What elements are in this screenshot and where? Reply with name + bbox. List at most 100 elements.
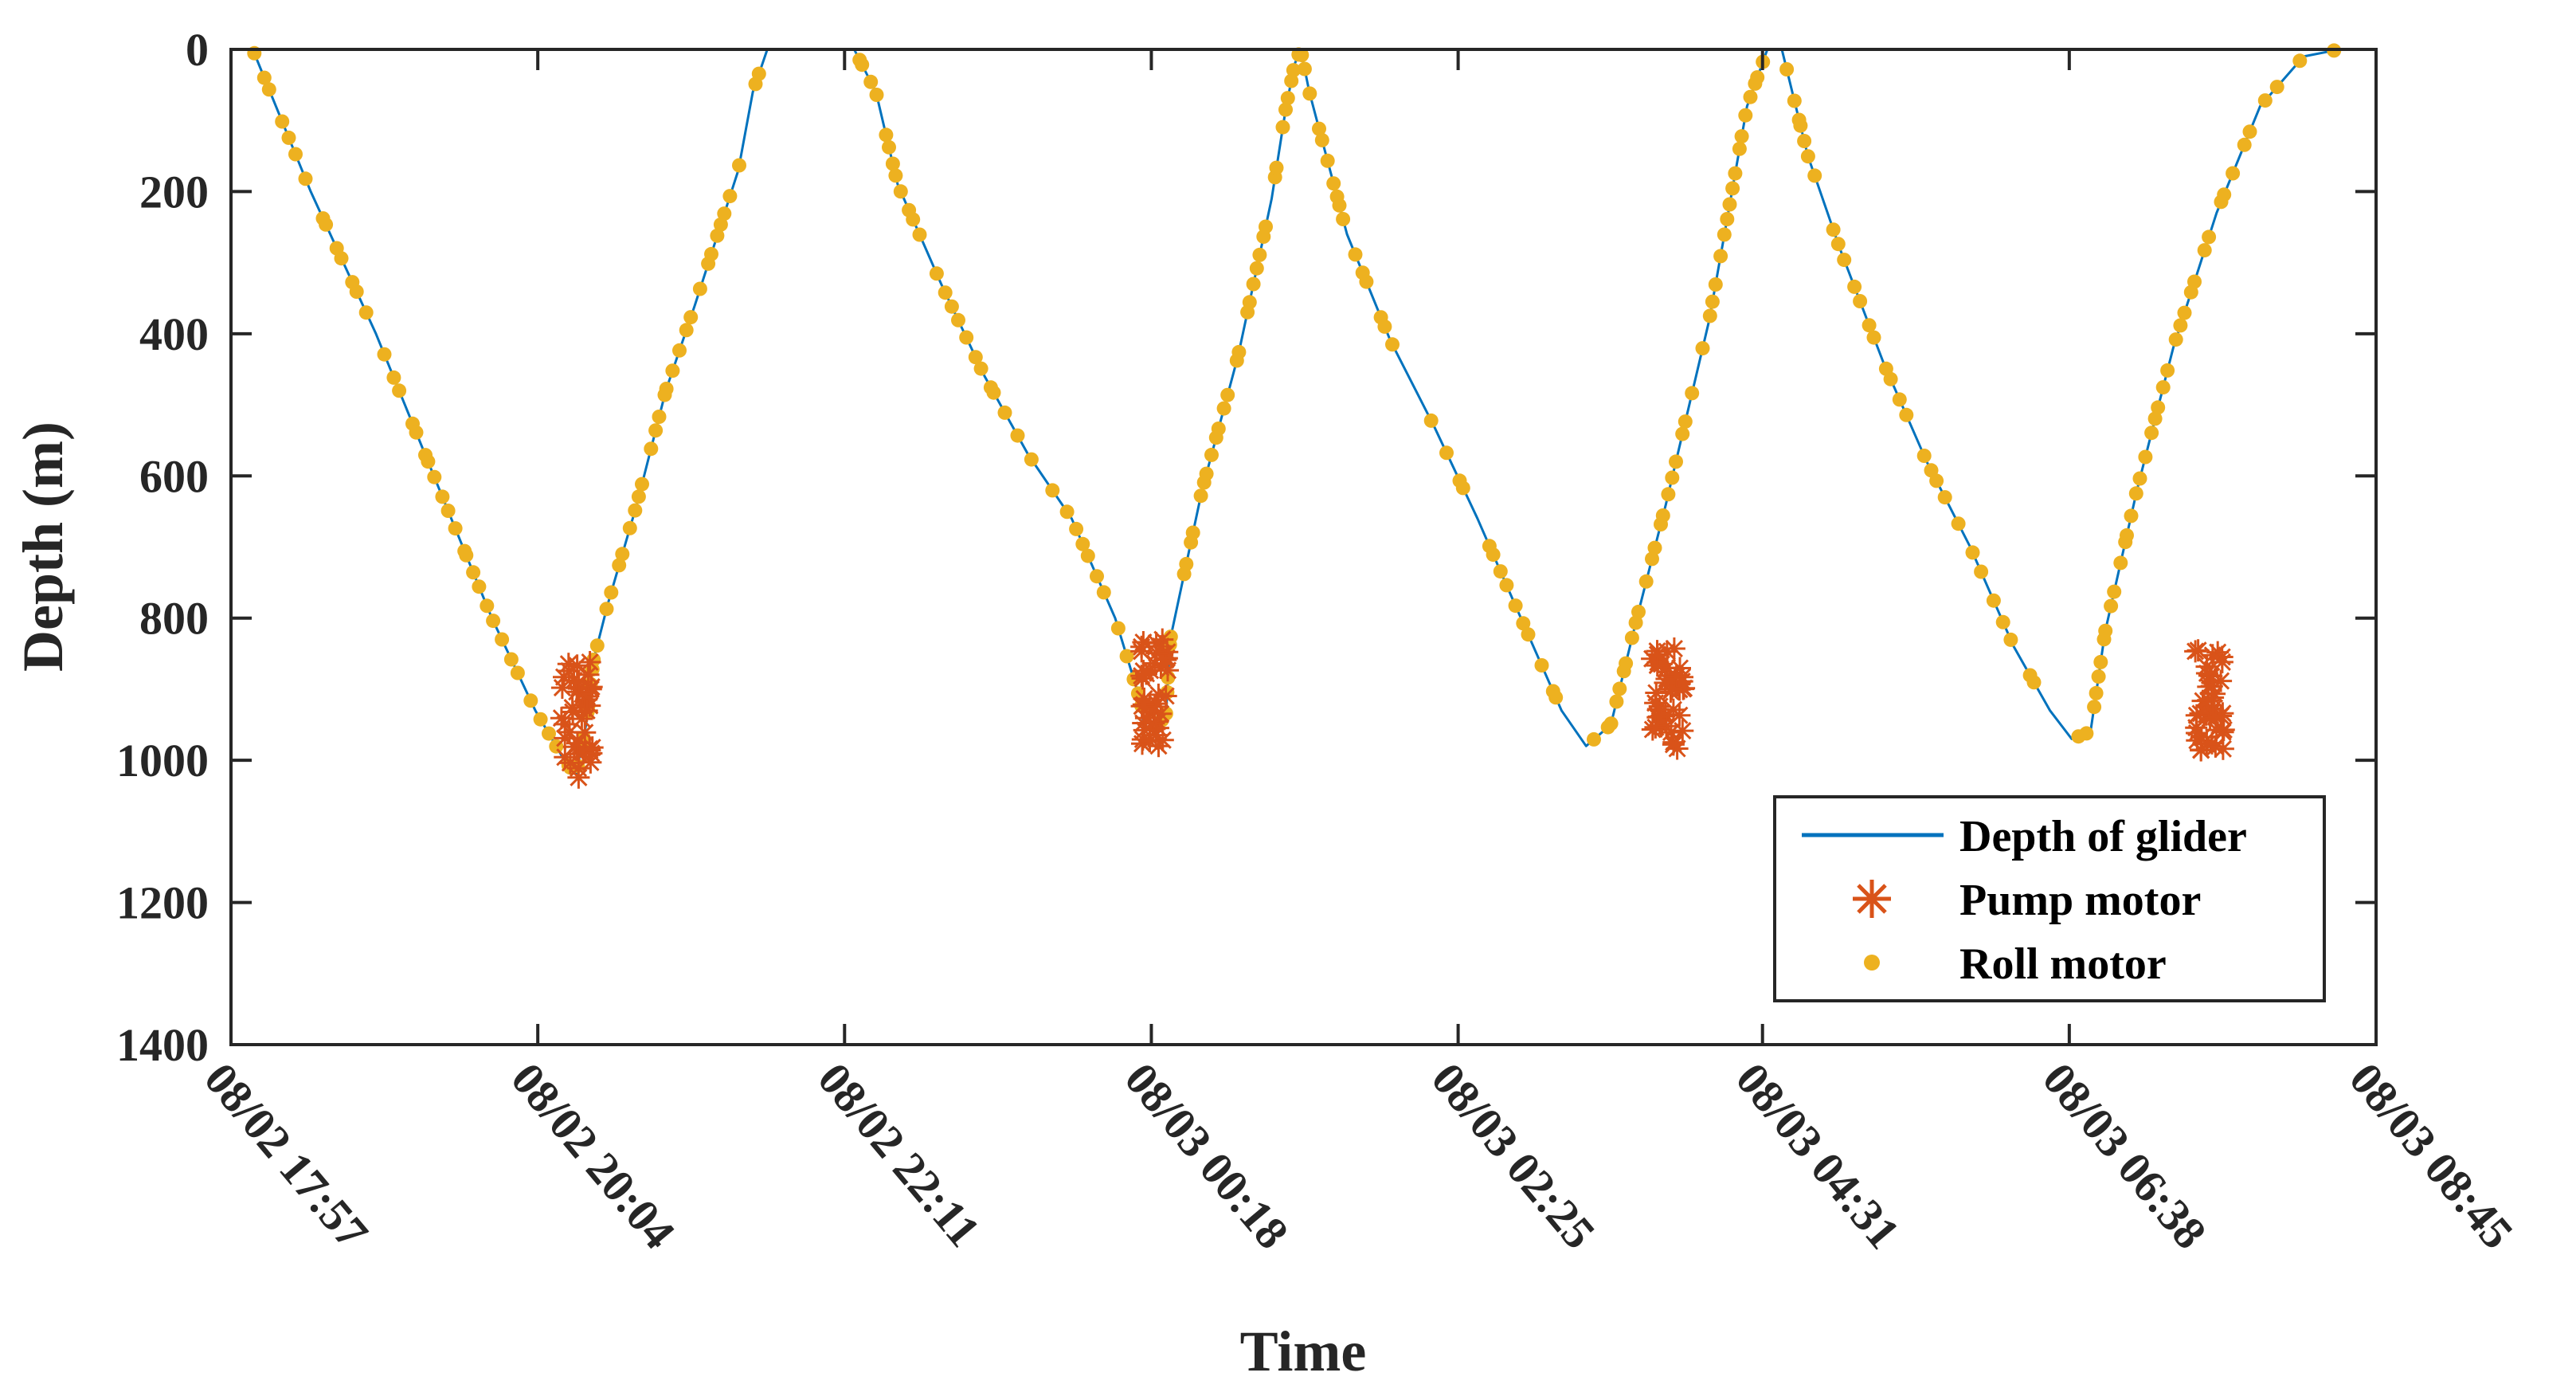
roll-motor-point: [1734, 129, 1749, 144]
pump-motor-point: [1149, 702, 1173, 725]
y-tick-labels: 0 200 400 600 800 1000 1200 1400: [116, 24, 209, 1071]
roll-motor-point: [377, 347, 392, 362]
roll-motor-point: [2104, 598, 2119, 614]
roll-motor-point: [2113, 555, 2128, 571]
series-layer: [231, 43, 2376, 789]
roll-motor-point: [2128, 486, 2143, 501]
roll-motor-point: [906, 212, 921, 227]
pump-motor-point: [1157, 659, 1179, 682]
roll-motor-point: [1090, 569, 1104, 584]
roll-motor-point: [652, 410, 667, 424]
roll-motor-point: [1847, 279, 1862, 294]
roll-motor-point: [1080, 548, 1095, 563]
legend: Depth of glider Pump motor Roll motor: [1773, 795, 2326, 1002]
roll-motor-point: [495, 632, 510, 647]
pump-motor-point: [2186, 639, 2210, 662]
pump-motor-point: [578, 651, 601, 673]
roll-motor-point: [459, 547, 474, 563]
roll-motor-point: [1280, 91, 1295, 106]
roll-motor-point: [1193, 488, 1208, 504]
roll-motor-point: [256, 70, 272, 85]
roll-motor-point: [665, 363, 680, 378]
roll-motor-point: [1713, 249, 1728, 264]
roll-motor-point: [1024, 452, 1039, 467]
roll-motor-point: [1302, 86, 1317, 101]
roll-motor-point: [334, 251, 349, 266]
roll-motor-point: [1216, 401, 1231, 416]
roll-motor-point: [1916, 449, 1932, 463]
roll-motor-point: [1612, 681, 1627, 696]
roll-motor-point: [261, 82, 276, 97]
pump-motor-point: [2185, 704, 2208, 727]
y-tick-label: 600: [139, 450, 209, 502]
roll-motor-point: [1619, 656, 1634, 671]
pump-motor-point: [558, 720, 581, 743]
roll-motor-point: [863, 74, 879, 89]
roll-motor-point: [472, 579, 487, 594]
roll-motor-point: [1455, 480, 1470, 496]
roll-motor-point: [2151, 400, 2166, 415]
roll-motor-point: [2120, 527, 2134, 543]
roll-motor-point: [2124, 508, 2139, 524]
roll-motor-point: [523, 693, 538, 708]
roll-motor-point: [1294, 48, 1310, 63]
roll-motor-point: [2187, 274, 2202, 289]
roll-motor-point: [2091, 669, 2106, 684]
roll-motor-point: [1837, 253, 1852, 268]
pump-motor-point: [1665, 665, 1688, 688]
roll-motor-point: [288, 147, 303, 162]
pump-motor-point: [1132, 631, 1155, 653]
roll-motor-point: [717, 206, 732, 222]
roll-motor-point: [1728, 166, 1743, 181]
roll-motor-point: [1645, 551, 1659, 567]
roll-motor-point: [349, 284, 364, 299]
roll-motor-point: [888, 168, 903, 183]
roll-motor-point: [2292, 53, 2308, 69]
roll-motor-point: [882, 139, 896, 155]
roll-motor-point: [2173, 318, 2188, 333]
roll-motor-point: [1587, 731, 1601, 747]
roll-motor-point: [1275, 120, 1290, 135]
pump-motor-point: [1662, 698, 1685, 721]
roll-motor-point: [1249, 261, 1264, 276]
roll-motor-point: [2107, 584, 2122, 599]
roll-motor-point: [635, 476, 649, 492]
roll-motor-point: [929, 266, 944, 281]
roll-motor-point: [427, 469, 442, 484]
roll-motor-point: [2155, 380, 2171, 395]
roll-motor-point: [1286, 63, 1301, 78]
roll-motor-point: [1929, 473, 1944, 488]
roll-motor-point: [448, 521, 463, 536]
roll-motor-point: [722, 189, 738, 204]
pump-motor-point: [1135, 662, 1157, 685]
roll-motor-point: [1516, 616, 1531, 631]
roll-motor-point: [503, 652, 519, 667]
roll-motor-point: [973, 361, 989, 376]
roll-motor-point: [2177, 305, 2192, 320]
roll-motor-point: [1675, 426, 1690, 441]
roll-motor-point: [358, 305, 374, 320]
pump-motor-point: [550, 676, 574, 700]
roll-motor-point: [1669, 454, 1683, 469]
pump-motor-point: [567, 670, 590, 693]
roll-motor-point: [1096, 585, 1111, 600]
roll-motor-point: [440, 504, 456, 518]
pump-motor-point: [2195, 655, 2218, 678]
roll-motor-point: [1951, 516, 1966, 531]
roll-motor-point: [2147, 411, 2163, 426]
roll-motor-point: [1974, 564, 1989, 579]
roll-motor-point: [480, 598, 495, 614]
roll-motor-point: [648, 423, 664, 438]
y-tick-label: 800: [139, 593, 209, 645]
roll-motor-point: [885, 156, 900, 171]
roll-motor-point: [1720, 212, 1735, 226]
roll-motor-point: [1702, 308, 1717, 324]
roll-motor-point: [421, 454, 436, 469]
pump-motor-point: [1662, 637, 1685, 660]
y-tick-label: 400: [139, 308, 209, 360]
roll-motor-point: [1603, 716, 1619, 731]
roll-motor-point: [1499, 578, 1514, 593]
roll-motor-point: [1705, 294, 1720, 309]
roll-motor-point: [1661, 487, 1676, 502]
